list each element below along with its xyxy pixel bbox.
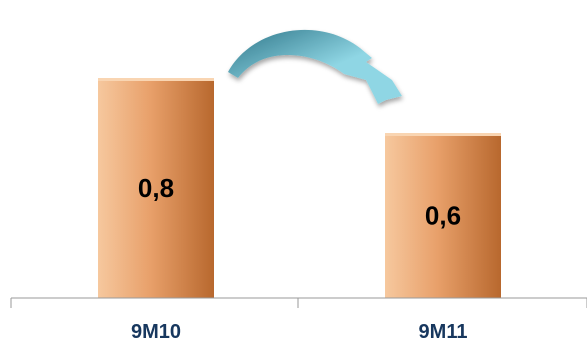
bars-layer: 0,8 0,6 xyxy=(98,78,501,298)
category-label: 9M11 xyxy=(419,321,468,343)
category-label: 9M10 xyxy=(131,321,181,343)
bar-rect xyxy=(385,133,501,298)
data-label: 0,6 xyxy=(425,201,461,231)
bar-rect xyxy=(98,78,214,298)
bar-top-highlight xyxy=(385,133,501,136)
bar-9m10: 0,8 xyxy=(98,78,214,298)
data-label: 0,8 xyxy=(138,173,174,203)
x-axis xyxy=(10,297,587,308)
curved-arrow-icon xyxy=(228,29,402,105)
category-labels: 9M10 9M11 xyxy=(131,321,467,343)
bar-top-highlight xyxy=(98,78,214,81)
bar-9m11: 0,6 xyxy=(385,133,501,298)
